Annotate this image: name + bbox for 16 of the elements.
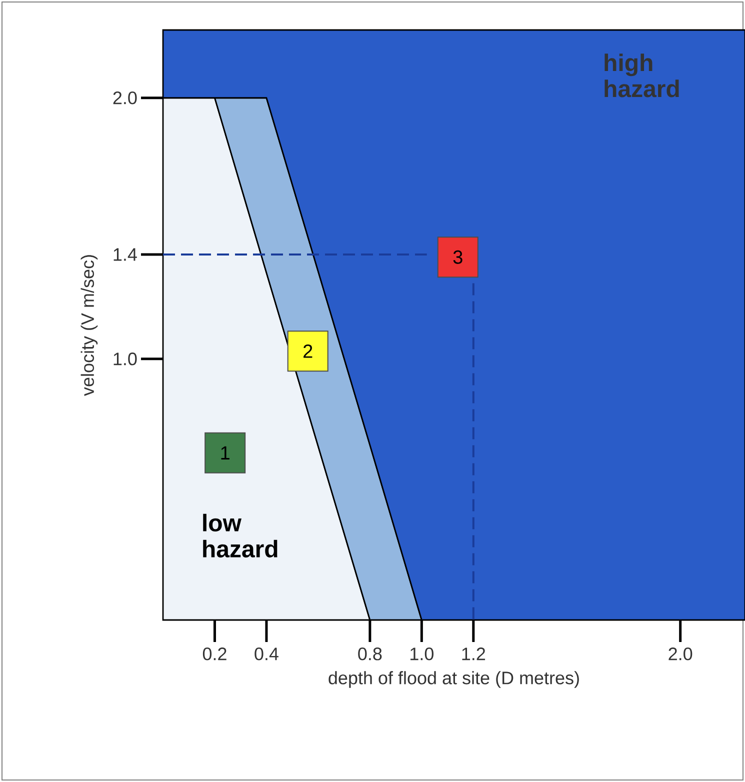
- y-tick-label: 1.4: [114, 248, 137, 261]
- y-tick-label: 1.0: [114, 352, 137, 366]
- x-tick-label: 1.0: [410, 648, 434, 660]
- annotation: 2: [304, 344, 312, 358]
- x-axis-title: depth of flood at site (D metres): [328, 671, 579, 688]
- series-label: low hazard: [203, 514, 278, 558]
- annotation: 3: [453, 250, 462, 264]
- series-label: high hazard: [604, 54, 679, 98]
- y-tick-label: 2.0: [113, 91, 137, 104]
- x-tick-label: 1.2: [462, 648, 486, 660]
- annotation: 1: [221, 446, 230, 460]
- x-tick-label: 0.4: [254, 648, 278, 660]
- x-tick-label: 0.8: [358, 648, 382, 660]
- x-tick-label: 0.2: [202, 648, 226, 660]
- y-axis-title: velocity (V m/sec): [80, 255, 98, 396]
- x-tick-label: 2.0: [668, 648, 692, 660]
